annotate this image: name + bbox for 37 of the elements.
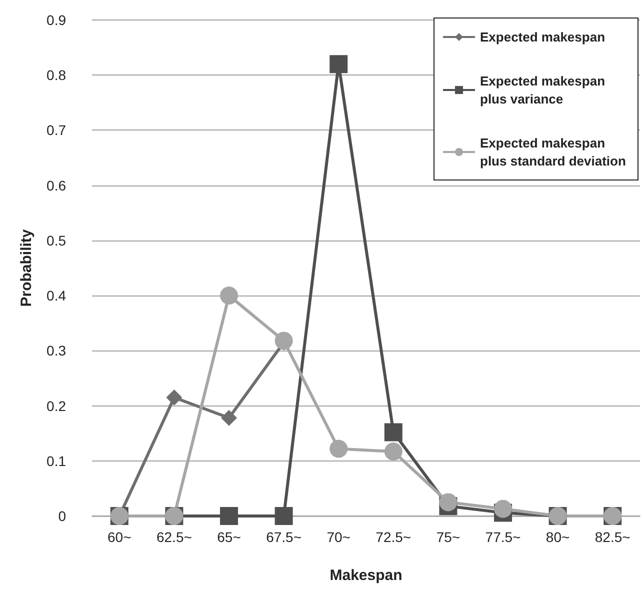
- point: [330, 55, 348, 74]
- y-tick-label: 0.5: [46, 232, 66, 248]
- y-tick-label: 0.6: [46, 177, 66, 194]
- point: [220, 286, 238, 305]
- legend-label: Expected makespan plus standard deviation: [480, 136, 626, 168]
- y-tick-label: 0.9: [46, 12, 66, 28]
- x-tick-label: 82.5~: [594, 529, 630, 545]
- x-tick-label: 65~: [217, 529, 241, 545]
- point: [439, 493, 458, 512]
- point: [274, 332, 293, 350]
- x-tick-label: 75~: [436, 529, 460, 545]
- y-tick-label: 0.3: [46, 342, 66, 359]
- y-tick-label: 0.8: [46, 67, 66, 84]
- point: [221, 410, 237, 426]
- legend-label: Expected makespan plus variance: [480, 74, 609, 106]
- point: [220, 507, 238, 525]
- x-tick-label: 70~: [326, 529, 350, 545]
- point: [274, 507, 293, 525]
- y-tick-label: 0: [58, 508, 66, 524]
- x-tick-label: 67.5~: [266, 529, 302, 545]
- point: [166, 390, 182, 406]
- y-tick-label: 0.1: [46, 452, 66, 469]
- x-tick-label: 77.5~: [485, 529, 521, 545]
- legend-label: Expected makespan: [480, 30, 606, 44]
- point: [384, 442, 402, 461]
- y-tick-label: 0.2: [46, 398, 66, 414]
- point: [384, 423, 402, 442]
- y-tick-label: 0.4: [46, 288, 66, 304]
- x-axis-title: Makespan: [330, 567, 402, 584]
- y-axis-title: Probability: [18, 228, 35, 307]
- x-tick-label: 72.5~: [376, 529, 412, 545]
- x-tick-label: 60~: [108, 529, 132, 545]
- y-tick-label: 0.7: [46, 122, 66, 138]
- x-tick-label: 62.5~: [156, 529, 192, 545]
- point: [330, 440, 348, 458]
- point: [494, 500, 512, 518]
- x-tick-label: 80~: [546, 529, 570, 545]
